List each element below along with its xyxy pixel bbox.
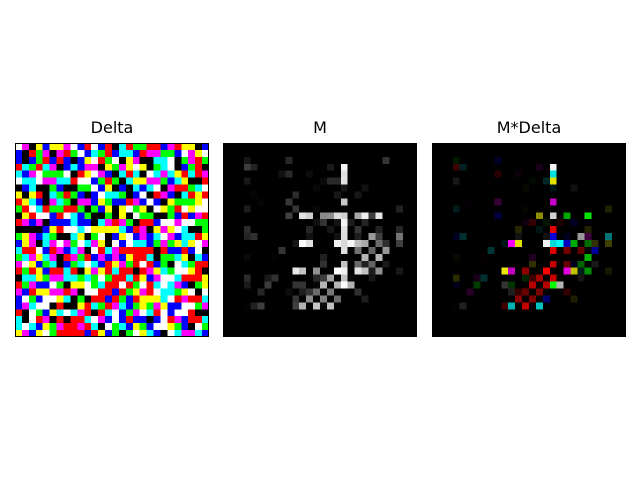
mask-canvas [223,143,417,337]
masked-delta-canvas [432,143,626,337]
panel-title-mask: M [313,118,327,137]
delta-image [15,143,209,337]
panel-title-delta: Delta [90,118,134,137]
mask-image [223,143,417,337]
masked-delta-image [432,143,626,337]
delta-canvas [15,143,209,337]
panel-title-masked: M*Delta [496,118,562,137]
